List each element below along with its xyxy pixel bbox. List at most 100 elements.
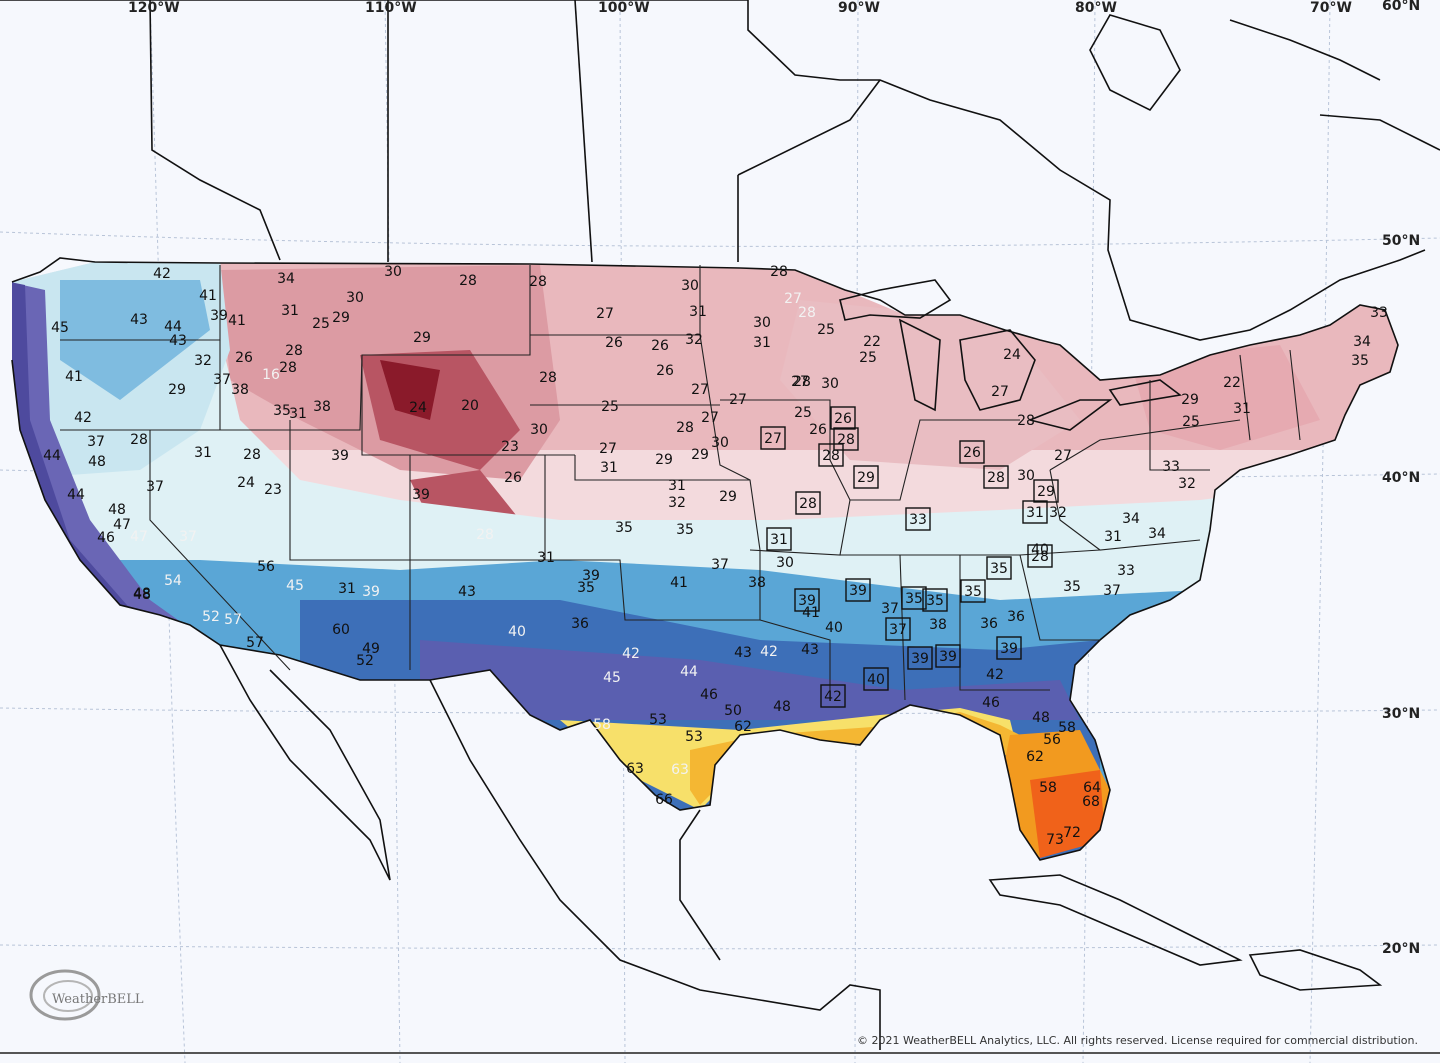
temperature-value: 30 xyxy=(530,422,548,438)
temperature-value: 25 xyxy=(601,399,619,415)
temperature-value: 37 xyxy=(213,372,231,388)
svg-text:37: 37 xyxy=(889,622,907,638)
temperature-value: 24 xyxy=(409,400,427,416)
temperature-value: 46 xyxy=(982,695,1000,711)
temperature-value: 28 xyxy=(770,264,788,280)
temperature-value: 40 xyxy=(508,624,526,640)
temperature-value: 50 xyxy=(724,703,742,719)
temperature-value: 29 xyxy=(691,447,709,463)
temperature-value: 31 xyxy=(194,445,212,461)
temperature-value: 44 xyxy=(43,448,61,464)
temperature-value: 27 xyxy=(701,410,719,426)
temperature-value: 30 xyxy=(821,376,839,392)
temperature-value: 63 xyxy=(626,761,644,777)
temperature-value: 37 xyxy=(146,479,164,495)
temperature-value: 63 xyxy=(671,762,689,778)
temperature-value: 26 xyxy=(656,363,674,379)
temperature-value: 31 xyxy=(600,460,618,476)
temperature-value: 24 xyxy=(237,475,255,491)
boxed-temperature-value: 35 xyxy=(986,556,1012,580)
temperature-value: 25 xyxy=(794,405,812,421)
temperature-value: 28 xyxy=(529,274,547,290)
temperature-value: 28 xyxy=(1017,413,1035,429)
temperature-value: 41 xyxy=(228,313,246,329)
temperature-value: 47 xyxy=(130,529,148,545)
temperature-value: 44 xyxy=(164,319,182,335)
temperature-value: 28 xyxy=(476,527,494,543)
boxed-temperature-value: 39 xyxy=(794,588,820,612)
temperature-value: 37 xyxy=(711,557,729,573)
boxed-temperature-value: 28 xyxy=(983,465,1009,489)
temperature-value: 64 xyxy=(1083,780,1101,796)
temperature-value: 31 xyxy=(1233,401,1251,417)
temperature-value: 47 xyxy=(113,517,131,533)
svg-text:29: 29 xyxy=(857,470,875,486)
temperature-value: 39 xyxy=(582,568,600,584)
temperature-value: 28 xyxy=(459,273,477,289)
temperature-value: 30 xyxy=(711,435,729,451)
temperature-value: 30 xyxy=(1017,468,1035,484)
temperature-value: 32 xyxy=(668,495,686,511)
temperature-value: 48 xyxy=(133,586,151,602)
svg-text:31: 31 xyxy=(770,532,788,548)
temperature-value: 41 xyxy=(670,575,688,591)
svg-text:35: 35 xyxy=(990,561,1008,577)
copyright-notice: © 2021 WeatherBELL Analytics, LLC. All r… xyxy=(857,1034,1418,1047)
temperature-value: 44 xyxy=(680,664,698,680)
temperature-value: 42 xyxy=(622,646,640,662)
boxed-temperature-value: 31 xyxy=(766,527,792,551)
svg-text:28: 28 xyxy=(1031,549,1049,565)
svg-text:40: 40 xyxy=(867,672,885,688)
lon-label-70w: 70°W xyxy=(1310,0,1352,16)
temperature-value: 35 xyxy=(676,522,694,538)
temperature-value: 29 xyxy=(1181,392,1199,408)
temperature-value: 41 xyxy=(802,605,820,621)
temperature-value: 32 xyxy=(1178,476,1196,492)
temperature-value: 73 xyxy=(1046,832,1064,848)
temperature-value: 33 xyxy=(1117,563,1135,579)
temperature-value: 52 xyxy=(202,609,220,625)
lat-label-40n: 40°N xyxy=(1382,470,1420,486)
temperature-value: 40 xyxy=(1031,542,1049,558)
temperature-value: 43 xyxy=(734,645,752,661)
svg-text:35: 35 xyxy=(926,593,944,609)
boxed-temperature-value: 31 xyxy=(1022,500,1048,524)
temperature-value: 37 xyxy=(87,434,105,450)
svg-text:28: 28 xyxy=(837,432,855,448)
temperature-value: 34 xyxy=(1148,526,1166,542)
boxed-temperature-value: 40 xyxy=(863,667,889,691)
temperature-value: 34 xyxy=(277,271,295,287)
lon-label-90w: 90°W xyxy=(838,0,880,16)
temperature-value: 35 xyxy=(577,580,595,596)
temperature-value: 28 xyxy=(793,374,811,390)
temperature-value: 53 xyxy=(649,712,667,728)
temperature-value: 30 xyxy=(681,278,699,294)
temperature-value: 53 xyxy=(685,729,703,745)
temperature-value: 56 xyxy=(1043,732,1061,748)
temperature-value: 39 xyxy=(362,584,380,600)
boxed-temperature-value: 28 xyxy=(795,491,821,515)
boxed-temperature-value: 29 xyxy=(1033,479,1059,503)
temperature-value: 28 xyxy=(130,432,148,448)
temperature-value: 31 xyxy=(1104,529,1122,545)
temperature-value: 33 xyxy=(1370,305,1388,321)
temperature-value: 34 xyxy=(1353,334,1371,350)
temperature-value: 37 xyxy=(881,601,899,617)
temperature-value: 31 xyxy=(753,335,771,351)
temperature-value: 28 xyxy=(243,447,261,463)
lat-label-60n: 60°N xyxy=(1382,0,1420,14)
axis-labels: 120°W 110°W 100°W 90°W 80°W 70°W 60°N 50… xyxy=(128,0,1420,957)
temperature-value: 57 xyxy=(246,635,264,651)
lat-label-50n: 50°N xyxy=(1382,233,1420,249)
svg-text:35: 35 xyxy=(905,591,923,607)
boxed-temperature-value: 35 xyxy=(901,586,927,610)
lon-label-80w: 80°W xyxy=(1075,0,1117,16)
temperature-value: 35 xyxy=(1351,353,1369,369)
temperature-value: 31 xyxy=(281,303,299,319)
temperature-value: 31 xyxy=(668,478,686,494)
temperature-value: 41 xyxy=(65,369,83,385)
svg-text:33: 33 xyxy=(909,512,927,528)
temperature-value: 39 xyxy=(210,308,228,324)
boxed-temperature-value: 39 xyxy=(996,636,1022,660)
temperature-value: 49 xyxy=(362,641,380,657)
